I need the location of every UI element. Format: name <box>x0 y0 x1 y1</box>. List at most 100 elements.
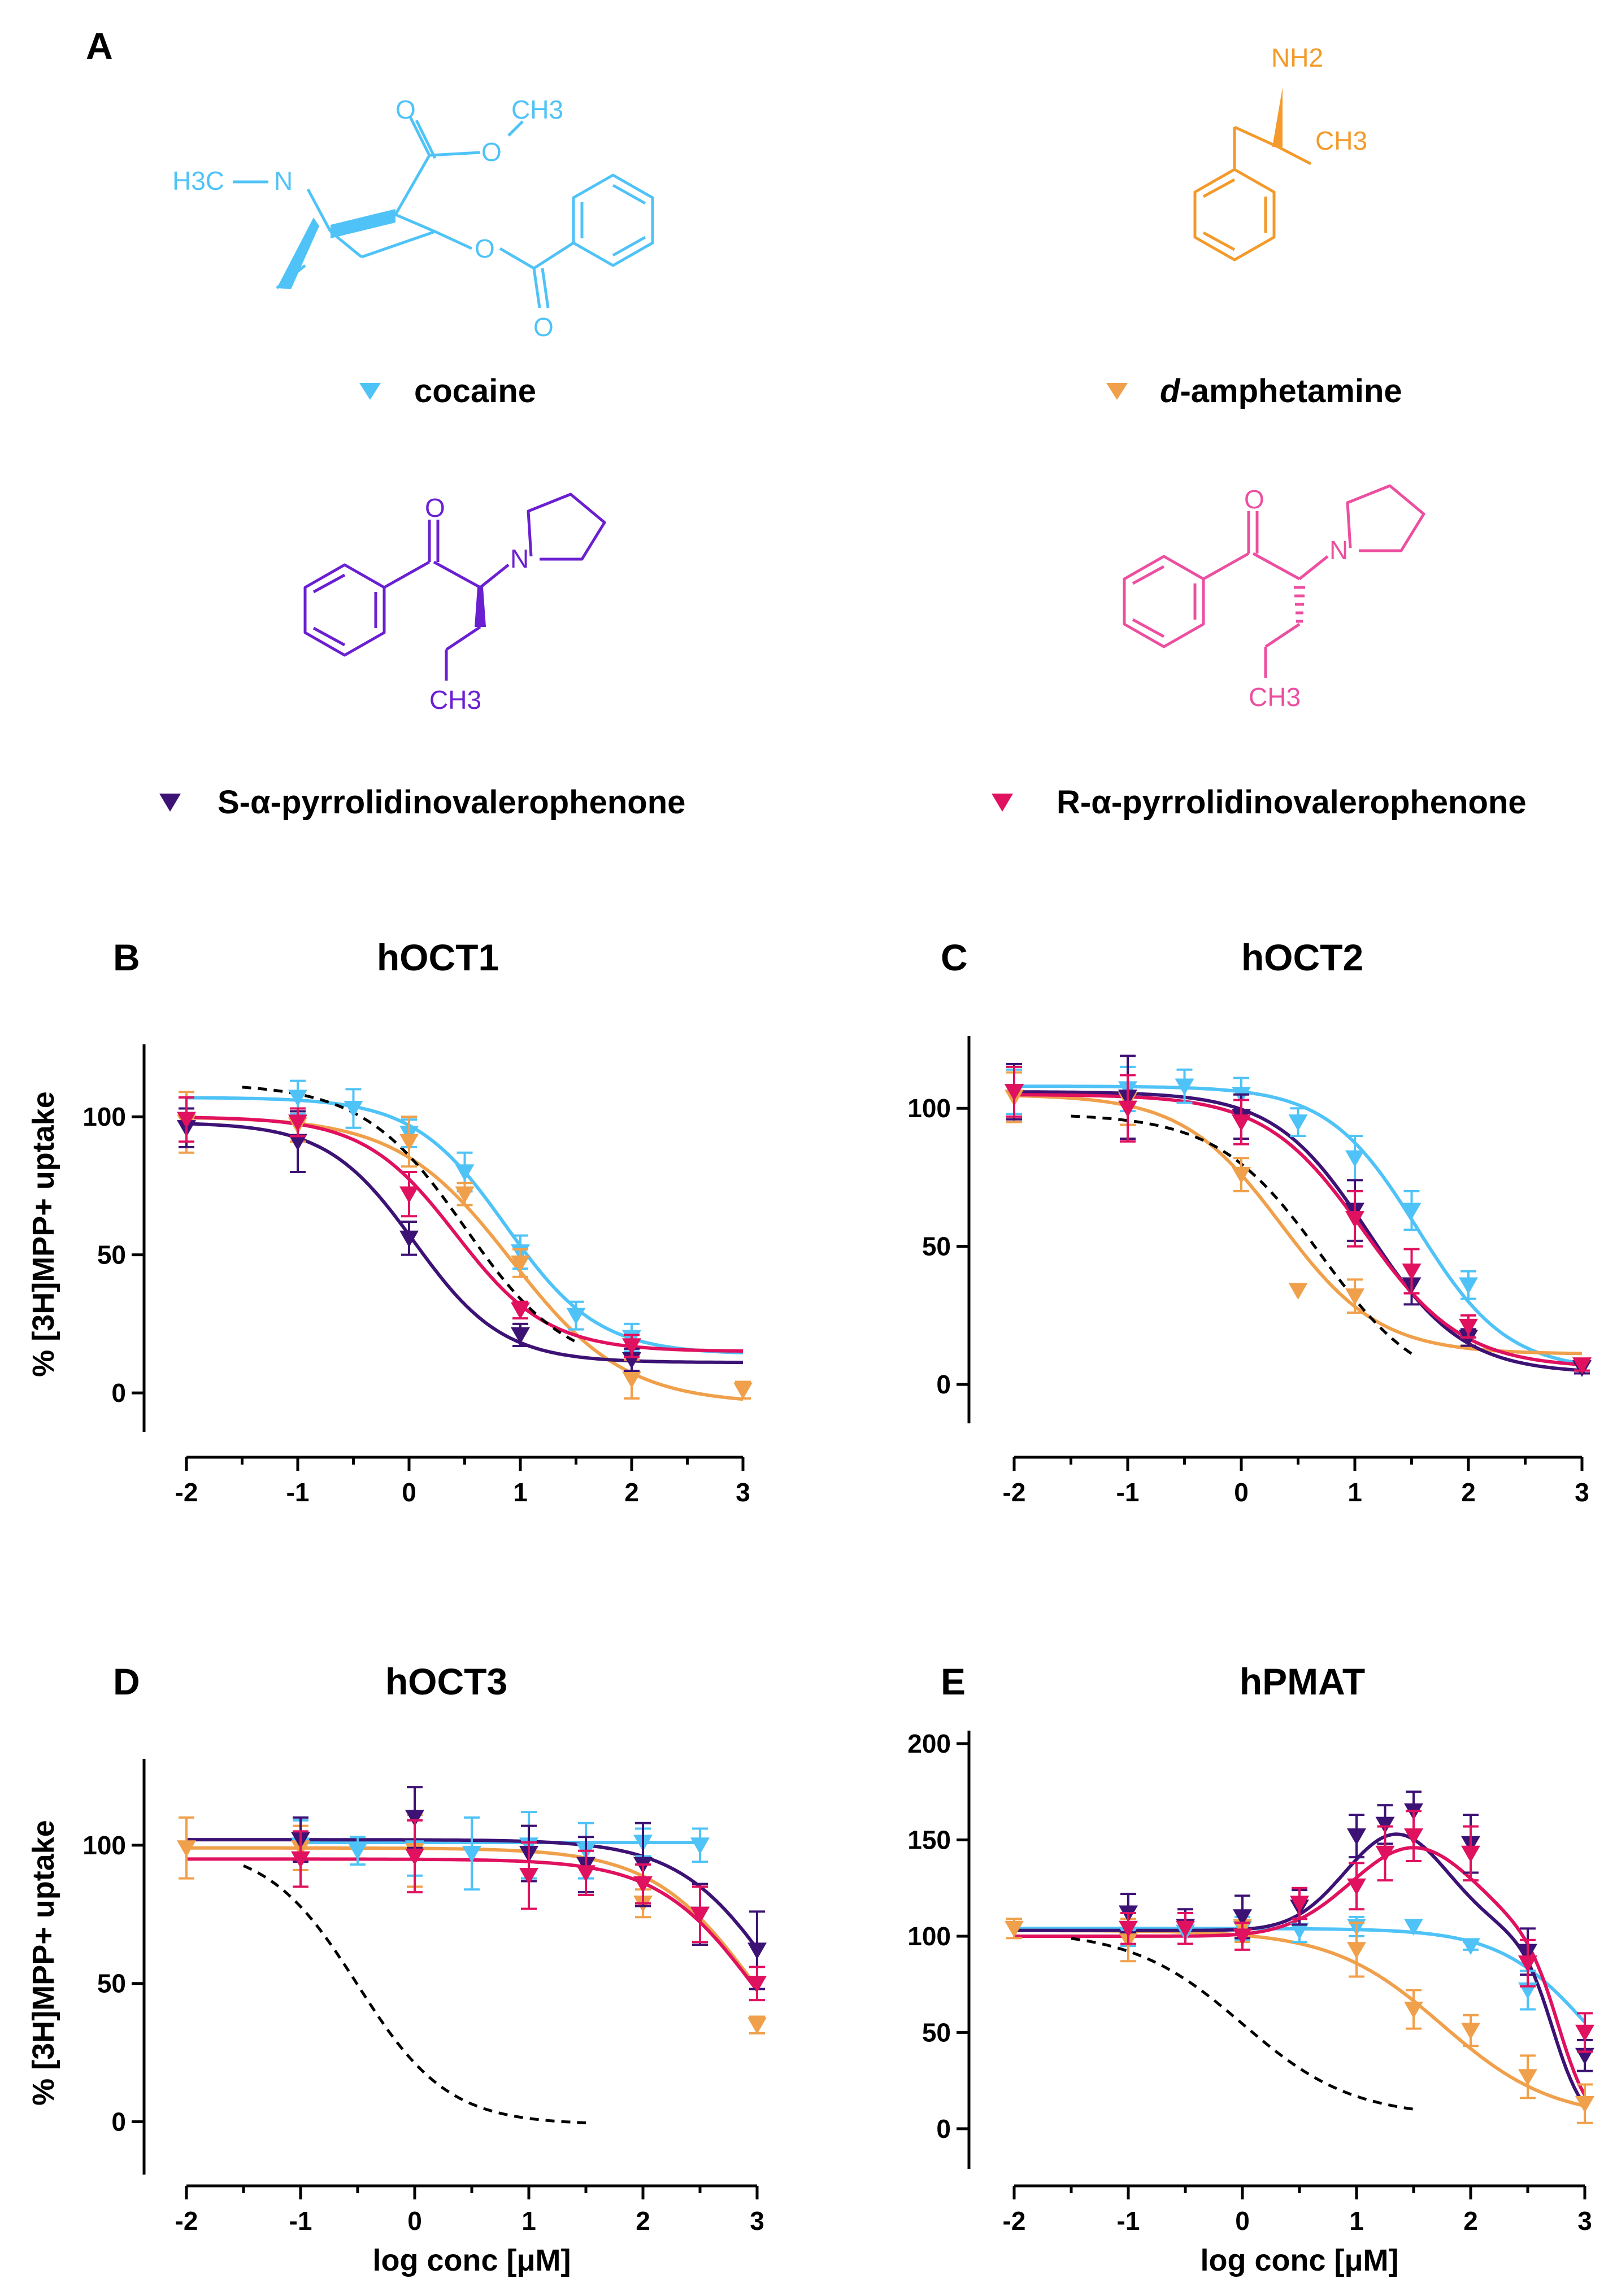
x-tick-label: 0 <box>1234 1478 1249 1507</box>
cocaine-n-label: N <box>274 166 293 195</box>
y-tick-label: 0 <box>936 2114 951 2143</box>
r-apvp-o-label: O <box>1244 485 1264 514</box>
s_apvp-data-point <box>1347 1828 1366 1845</box>
x-tick-label: -1 <box>1116 1478 1140 1507</box>
legend-amphetamine-marker <box>1106 383 1128 400</box>
amphetamine-structure <box>1193 88 1312 262</box>
amphetamine-data-point <box>1232 1166 1251 1184</box>
amphetamine-data-point <box>1345 1288 1364 1305</box>
y-tick-label: 100 <box>82 1831 126 1860</box>
legend-s-apvp-label: S-α-pyrrolidinovalerophenone <box>218 784 685 821</box>
r_apvp-data-point <box>177 1112 196 1129</box>
cocaine-o4-label: O <box>533 312 554 342</box>
y-axis-label: % [3H]MPP+ uptake <box>27 1091 60 1377</box>
r_apvp-data-point <box>1402 1264 1422 1280</box>
x-tick-label: -1 <box>286 1478 310 1507</box>
cocaine-data-point <box>348 1843 367 1860</box>
amphetamine-data-point <box>1518 2069 1537 2086</box>
r-apvp-ch3-label: CH3 <box>1249 682 1301 712</box>
s_apvp-data-point <box>288 1134 307 1151</box>
panel-e-letter: E <box>941 1661 966 1702</box>
r_apvp-data-point <box>633 1876 653 1893</box>
legend-r-apvp-marker <box>992 794 1013 812</box>
cocaine-data-point <box>1345 1150 1364 1167</box>
r-apvp-atom-labels: O N CH3 <box>1244 485 1348 712</box>
cocaine-data-point <box>344 1100 363 1118</box>
s-apvp-o-label: O <box>425 493 445 522</box>
amphetamine-data-point <box>399 1134 419 1151</box>
s-apvp-atom-labels: O N CH3 <box>425 493 529 714</box>
legend-r-apvp-label: R-α-pyrrolidinovalerophenone <box>1057 784 1527 821</box>
amphetamine-fit-curve <box>1014 1928 1585 2108</box>
cocaine-data-point <box>690 1837 710 1855</box>
y-tick-label: 200 <box>907 1729 951 1758</box>
reference-curve-dashed <box>1071 1937 1414 2111</box>
amphetamine-data-point <box>1575 2095 1594 2113</box>
r_apvp-data-point <box>1345 1211 1364 1228</box>
plot-title-hoct3: hOCT3 <box>385 1661 507 1702</box>
y-axis-label: % [3H]MPP+ uptake <box>27 1820 60 2106</box>
cocaine-data-point <box>1175 1078 1194 1096</box>
legend-s-apvp: S-α-pyrrolidinovalerophenone <box>159 784 685 821</box>
s-apvp-structure <box>303 493 606 681</box>
y-tick-label: 50 <box>922 2018 951 2047</box>
r_apvp-data-point <box>1404 1828 1423 1845</box>
panel-a-letter: A <box>86 25 113 67</box>
x-tick-label: 0 <box>402 1478 416 1507</box>
amphetamine-data-point <box>622 1371 641 1388</box>
legend-s-apvp-marker <box>159 794 181 812</box>
x-tick-label: 0 <box>1235 2206 1250 2236</box>
x-tick-label: 1 <box>521 2206 536 2236</box>
cocaine-data-point <box>1404 1919 1423 1936</box>
x-tick-label: 3 <box>1577 2206 1592 2236</box>
y-tick-label: 100 <box>907 1922 951 1951</box>
cocaine-data-point <box>1288 1114 1308 1131</box>
legend-r-apvp: R-α-pyrrolidinovalerophenone <box>992 784 1527 821</box>
amphetamine-data-point <box>1404 2001 1423 2019</box>
cocaine-o2-label: O <box>481 137 502 167</box>
x-tick-label: 1 <box>513 1478 528 1507</box>
y-tick-label: 0 <box>111 1378 126 1408</box>
amphetamine-data-point <box>511 1255 530 1273</box>
panel-d-letter: D <box>113 1661 140 1702</box>
cocaine-data-point <box>462 1845 481 1863</box>
x-tick-label: 3 <box>1575 1478 1589 1507</box>
r_apvp-data-point <box>1459 1318 1478 1336</box>
x-tick-label: 0 <box>407 2206 422 2236</box>
r-apvp-structure <box>1123 484 1425 678</box>
r_apvp-data-point <box>1518 1955 1537 1972</box>
x-tick-label: -1 <box>1117 2206 1140 2236</box>
legend-amphetamine-label: d-amphetamine <box>1160 373 1402 409</box>
amphetamine-data-point <box>733 1382 753 1400</box>
amphetamine-data-point <box>455 1186 475 1204</box>
x-tick-label: 2 <box>624 1478 639 1507</box>
s_apvp-data-point <box>511 1327 530 1344</box>
x-tick-label: -2 <box>1003 1478 1026 1507</box>
cocaine-data-point <box>288 1090 307 1107</box>
panel-c-letter: C <box>941 936 968 978</box>
s_apvp-fit-curve <box>1014 1832 1586 2106</box>
cocaine-data-point <box>566 1308 586 1325</box>
plot-title-hpmat: hPMAT <box>1240 1661 1365 1702</box>
cocaine-h3c-label: H3C <box>172 166 224 195</box>
s_apvp-data-point <box>747 1942 767 1960</box>
r_apvp-data-point <box>1290 1896 1309 1913</box>
r_apvp-fit-curve <box>1014 1093 1583 1366</box>
r_apvp-data-point <box>1375 1845 1395 1863</box>
amphetamine-fit-curve <box>1014 1093 1583 1356</box>
x-axis-label: log conc [μM] <box>1201 2243 1399 2277</box>
r_apvp-data-point <box>291 1851 310 1868</box>
r_apvp-data-point <box>576 1865 595 1883</box>
x-axis-label: log conc [μM] <box>373 2243 571 2277</box>
r_apvp-data-point <box>622 1338 641 1356</box>
y-tick-label: 100 <box>82 1102 126 1131</box>
legend-cocaine: cocaine <box>359 373 536 409</box>
r_apvp-data-point <box>1118 1100 1137 1118</box>
r_apvp-data-point <box>747 1976 767 1993</box>
plot-title-hoct1: hOCT1 <box>377 936 499 978</box>
r_apvp-data-point <box>1572 1357 1592 1375</box>
x-tick-label: 2 <box>1461 1478 1476 1507</box>
y-tick-label: 50 <box>97 1240 126 1270</box>
cocaine-data-point <box>1461 1938 1480 1955</box>
